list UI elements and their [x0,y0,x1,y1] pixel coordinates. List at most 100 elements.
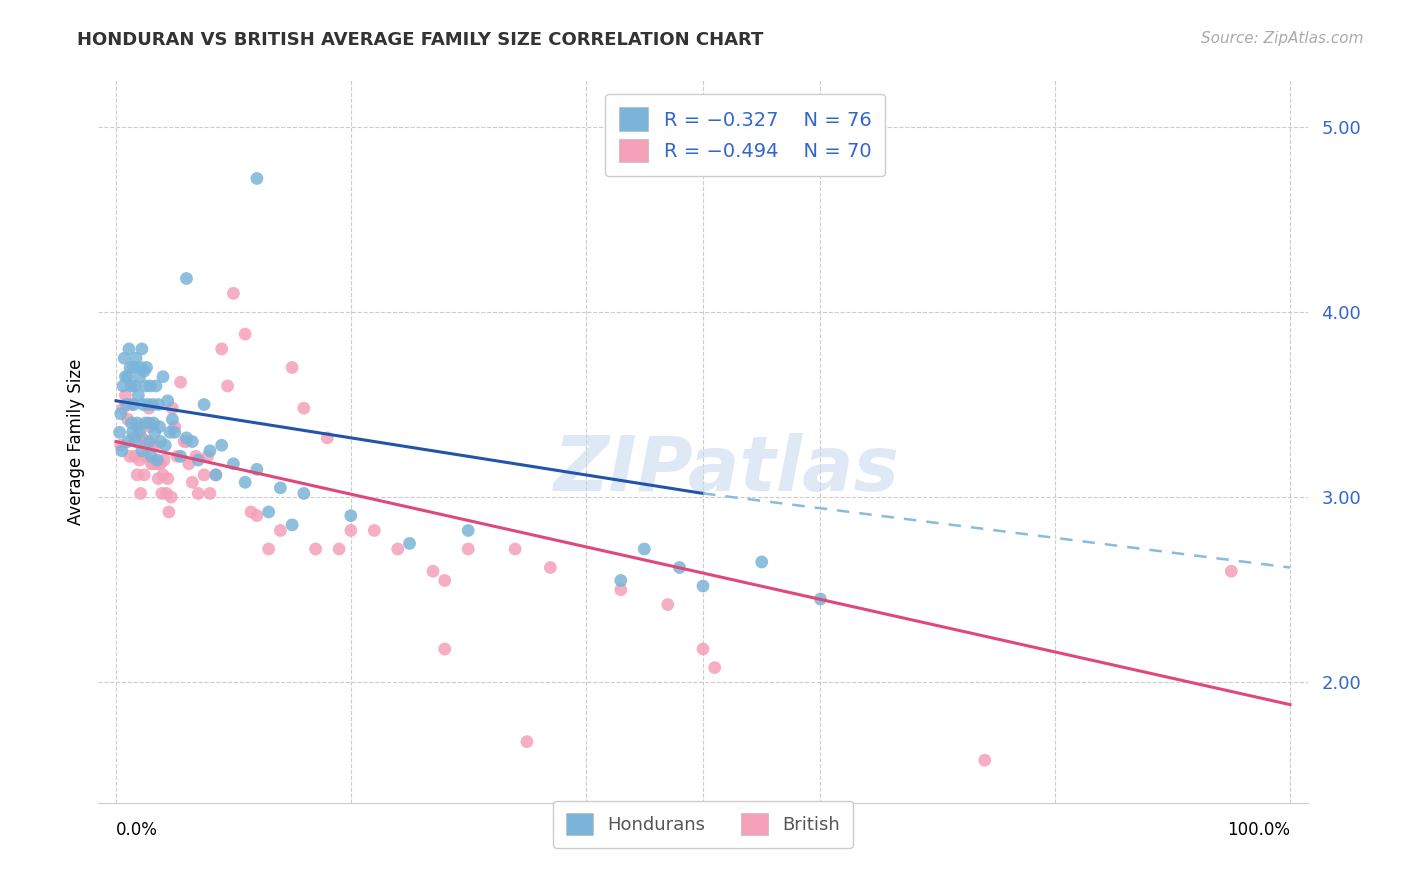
Point [127,467,149,482]
Point [108,425,131,440]
Point [141,397,163,411]
Point [114,388,136,402]
Point [122,360,145,375]
Point [246,462,269,476]
Point [156,393,179,408]
Point [163,419,186,434]
Point [422,564,444,578]
Point [503,541,526,556]
Point [141,450,163,464]
Point [138,416,160,430]
Point [398,536,420,550]
Point [692,642,714,657]
Point [157,505,180,519]
Point [316,431,339,445]
Point [633,541,655,556]
Point [181,475,204,490]
Point [112,351,135,366]
Point [703,660,725,674]
Point [136,397,159,411]
Point [217,379,239,393]
Point [110,407,132,421]
Point [257,505,280,519]
Point [125,434,148,449]
Point [1220,564,1243,578]
Point [610,582,633,597]
Point [177,457,200,471]
Point [127,419,149,434]
Point [148,397,170,411]
Point [187,486,209,500]
Point [155,438,177,452]
Point [340,524,363,538]
Point [118,342,141,356]
Point [117,434,139,449]
Point [211,342,233,356]
Point [176,431,198,445]
Point [143,438,166,452]
Point [124,379,146,393]
Point [115,397,138,411]
Point [142,416,165,430]
Point [163,425,186,440]
Point [269,524,291,538]
Point [751,555,773,569]
Point [117,412,139,426]
Point [110,438,132,452]
Text: 100.0%: 100.0% [1227,822,1289,839]
Point [516,734,538,748]
Point [155,486,177,500]
Point [657,598,679,612]
Point [128,453,150,467]
Point [159,425,181,440]
Point [135,360,157,375]
Point [176,434,198,449]
Point [112,401,135,416]
Point [131,431,153,445]
Point [138,401,160,416]
Point [433,642,456,657]
Point [131,342,153,356]
Point [112,379,135,393]
Point [538,560,561,574]
Point [198,486,221,500]
Point [131,443,153,458]
Point [128,425,150,440]
Point [134,450,156,464]
Point [149,457,172,471]
Point [127,416,149,430]
Point [139,419,162,434]
Point [162,401,184,416]
Point [808,592,831,607]
Point [240,505,263,519]
Point [153,453,176,467]
Point [281,360,304,375]
Point [129,486,152,500]
Point [204,467,226,482]
Point [150,486,173,500]
Point [222,457,245,471]
Point [222,286,245,301]
Point [127,388,149,402]
Point [233,327,256,342]
Point [120,360,142,375]
Point [193,467,215,482]
Point [169,450,191,464]
Point [148,472,170,486]
Point [184,450,207,464]
Point [176,271,198,285]
Legend: Hondurans, British: Hondurans, British [553,801,853,848]
Point [146,457,169,471]
Point [121,425,143,440]
Text: Source: ZipAtlas.com: Source: ZipAtlas.com [1201,31,1364,46]
Point [197,450,219,464]
Point [142,457,165,471]
Point [193,397,215,411]
Point [134,416,156,430]
Point [692,579,714,593]
Point [363,524,385,538]
Point [141,438,163,452]
Point [120,379,142,393]
Point [146,453,169,467]
Point [328,541,350,556]
